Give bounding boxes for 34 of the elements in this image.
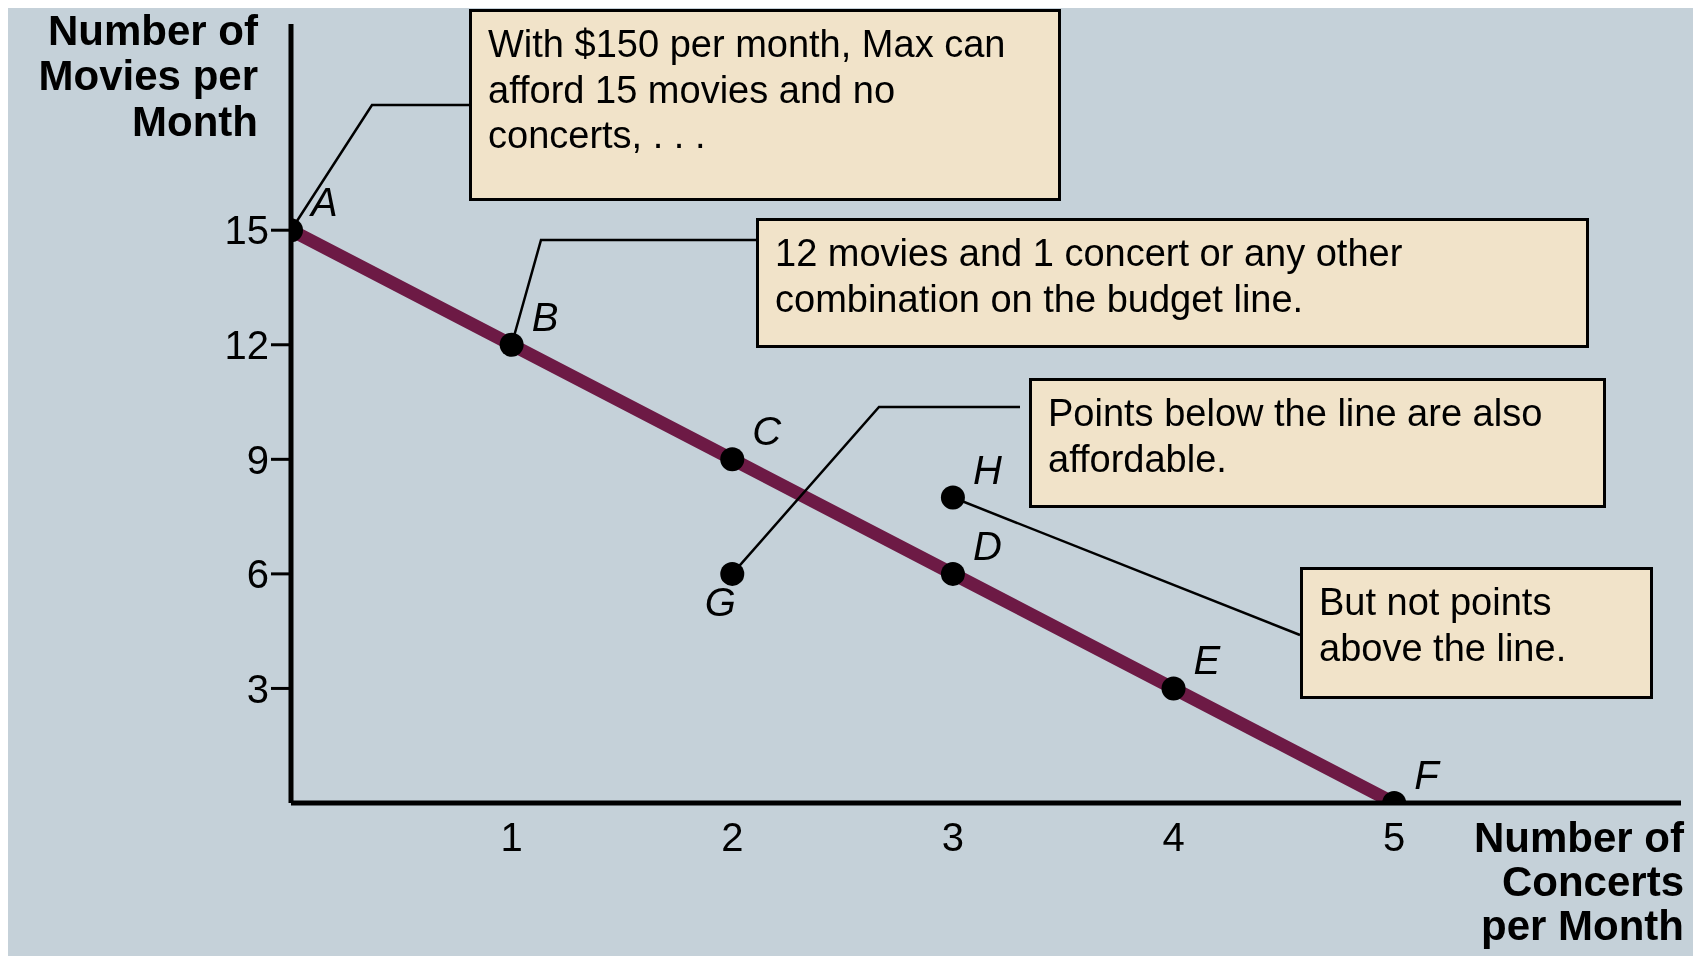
point xyxy=(940,561,965,586)
data-label: G xyxy=(704,579,736,624)
y-tick-label: 12 xyxy=(224,322,269,367)
point xyxy=(720,447,745,472)
point xyxy=(940,485,965,510)
callout-box: Points below the line are also affordable. xyxy=(1029,378,1606,508)
data-label: E xyxy=(1193,638,1222,683)
annotation: 12 movies and 1 concert or any other combination on the budget line. xyxy=(775,231,1404,322)
data-label: D xyxy=(972,523,1002,568)
annotation: But not points above the line. xyxy=(1319,580,1568,671)
point xyxy=(1161,676,1186,701)
x-axis-title: Number of Concerts per Month xyxy=(1473,814,1684,950)
y-axis-title: Number of Movies per Month xyxy=(37,7,258,145)
y-tick-label: 6 xyxy=(246,552,269,597)
x-tick-label: 5 xyxy=(1383,815,1406,860)
x-tick-label: 1 xyxy=(500,815,523,860)
y-tick-label: 15 xyxy=(224,208,269,253)
callout-box: But not points above the line. xyxy=(1300,567,1653,699)
callout-box: With $150 per month, Max can afford 15 movies and no concerts, . . . xyxy=(469,9,1061,201)
y-tick-label: 3 xyxy=(246,666,269,711)
data-label: H xyxy=(972,447,1002,492)
x-tick-label: 2 xyxy=(721,815,744,860)
data-label: B xyxy=(531,294,559,339)
point xyxy=(499,332,524,357)
data-label: A xyxy=(309,180,338,225)
data-label: F xyxy=(1414,753,1442,797)
x-tick-label: 4 xyxy=(1162,815,1185,860)
data-label: C xyxy=(752,409,783,454)
x-tick-label: 3 xyxy=(941,815,965,860)
y-tick-label: 9 xyxy=(246,437,269,482)
annotation: With $150 per month, Max can afford 15 movies and no concerts, . . . xyxy=(488,22,1007,159)
point xyxy=(720,561,745,586)
callout-box: 12 movies and 1 concert or any other combination on the budget line. xyxy=(756,218,1589,348)
annotation: Points below the line are also affordable. xyxy=(1048,391,1544,482)
